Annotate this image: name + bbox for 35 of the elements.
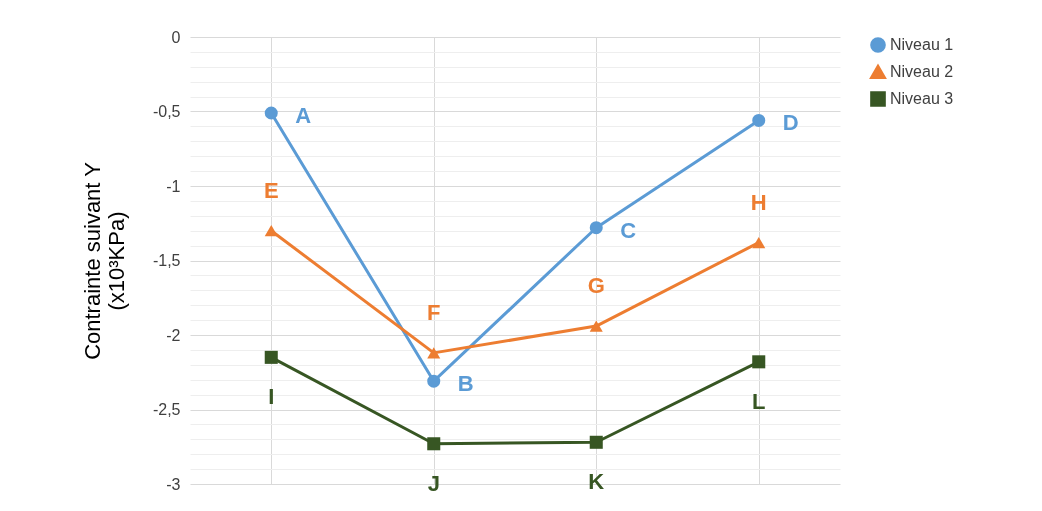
data-label: A	[295, 102, 312, 128]
data-label: K	[588, 469, 605, 495]
data-label: C	[620, 217, 637, 243]
point	[264, 350, 278, 364]
data-label: D	[782, 110, 799, 136]
legend-label: Niveau 2	[890, 63, 954, 80]
data-label: F	[427, 299, 441, 325]
legend-label: Niveau 1	[890, 36, 954, 53]
point	[427, 347, 441, 359]
y-tick-label: -2,5	[152, 401, 181, 418]
data-label: E	[263, 177, 279, 203]
point	[427, 374, 441, 388]
point	[589, 320, 603, 332]
point	[589, 435, 603, 449]
point	[752, 113, 766, 127]
data-label: I	[268, 384, 275, 410]
data-label: B	[457, 371, 474, 397]
data-label: G	[587, 273, 605, 299]
y-tick-label: -0,5	[152, 103, 181, 120]
y-axis-title: Contrainte suivant Y (x10³KPa)	[79, 161, 129, 360]
point	[752, 236, 766, 249]
point	[264, 106, 278, 120]
legend-label: Niveau 3	[890, 90, 954, 107]
y-tick-label: -1	[166, 177, 181, 195]
point	[589, 221, 603, 235]
y-tick-label: 0	[171, 28, 181, 46]
point	[427, 437, 441, 451]
y-tick-label: -1,5	[152, 252, 181, 269]
y-tick-label: -2	[166, 326, 181, 344]
point	[264, 225, 278, 237]
data-label: J	[427, 470, 440, 496]
data-label: H	[750, 189, 767, 215]
data-label: L	[752, 388, 766, 414]
point	[752, 355, 766, 369]
y-tick-label: -3	[166, 475, 181, 493]
